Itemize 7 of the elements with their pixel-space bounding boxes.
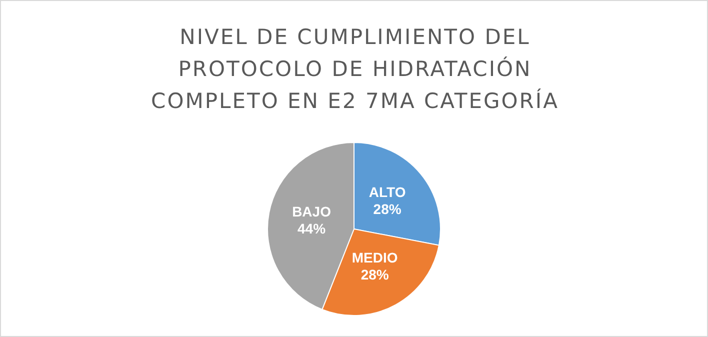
slice-label: ALTO (368, 184, 406, 200)
slice-label: BAJO (292, 203, 332, 220)
chart-title: NIVEL DE CUMPLIMIENTO DEL PROTOCOLO DE HIDRATACIÓN COMPLETO EN E2 7MA CATEGORÍA (150, 24, 560, 115)
data-label: 44% (298, 220, 326, 236)
data-label: 28% (373, 200, 402, 217)
data-label: 28% (360, 266, 390, 282)
slice-label: MEDIO (352, 249, 398, 266)
